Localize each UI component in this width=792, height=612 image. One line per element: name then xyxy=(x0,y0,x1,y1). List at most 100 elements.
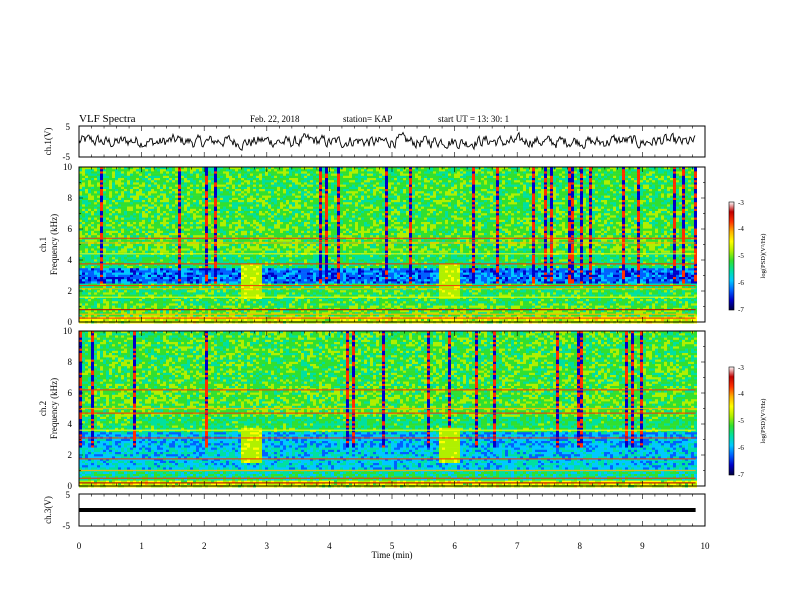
spectrogram-cell xyxy=(133,224,136,227)
spectrogram-cell xyxy=(220,306,223,309)
spectrogram-cell xyxy=(124,257,127,260)
spectrogram-cell xyxy=(121,180,124,183)
spectrogram-cell xyxy=(265,218,268,221)
spectrogram-cell xyxy=(154,231,157,234)
spectrogram-cell xyxy=(181,220,184,223)
spectrogram-cell xyxy=(124,220,127,223)
spectrogram-cell xyxy=(211,251,214,254)
spectrogram-cell xyxy=(82,275,85,278)
spectrogram-cell xyxy=(175,229,178,232)
spectrogram-cell xyxy=(244,171,247,174)
spectrogram-cell xyxy=(88,220,91,223)
spectrogram-cell xyxy=(181,204,184,207)
spectrogram-cell xyxy=(130,189,133,192)
spectrogram-cell xyxy=(106,220,109,223)
spectrogram-cell xyxy=(262,209,265,212)
spectrogram-cell xyxy=(226,213,229,216)
spectrogram-cell xyxy=(166,259,169,262)
spectrogram-cell xyxy=(202,169,205,172)
spectrogram-cell xyxy=(148,301,151,304)
spectrogram-cell xyxy=(214,176,217,179)
spectrogram-cell xyxy=(190,180,193,183)
spectrogram-cell xyxy=(91,248,94,251)
spectrogram-cell xyxy=(100,169,103,172)
spectrogram-cell xyxy=(232,174,235,177)
spectrogram-cell xyxy=(109,281,112,284)
spectrogram-cell xyxy=(277,248,280,251)
spectrogram-cell xyxy=(193,169,196,172)
spectrogram-cell xyxy=(244,215,247,218)
spectrogram-cell xyxy=(85,268,88,271)
spectrogram-cell xyxy=(85,218,88,221)
spectrogram-cell xyxy=(160,259,163,262)
spectrogram-cell xyxy=(133,244,136,247)
spectrogram-cell xyxy=(169,174,172,177)
spectrogram-cell xyxy=(193,215,196,218)
spectrogram-cell xyxy=(85,257,88,260)
spectrogram-cell xyxy=(97,266,100,269)
spectrogram-cell xyxy=(199,198,202,201)
spectrogram-cell xyxy=(238,266,241,269)
spectrogram-cell xyxy=(238,178,241,181)
spectrogram-cell xyxy=(211,290,214,293)
spectrogram-cell xyxy=(283,178,286,181)
spectrogram-cell xyxy=(163,259,166,262)
spectrogram-cell xyxy=(241,229,244,232)
spectrogram-cell xyxy=(127,266,130,269)
spectrogram-cell xyxy=(241,182,244,185)
spectrogram-cell xyxy=(175,226,178,229)
spectrogram-cell xyxy=(136,207,139,210)
spectrogram-cell xyxy=(151,310,154,313)
spectrogram-cell xyxy=(283,176,286,179)
spectrogram-cell xyxy=(142,301,145,304)
spectrogram-cell xyxy=(118,231,121,234)
spectrogram-cell xyxy=(157,275,160,278)
spectrogram-cell xyxy=(169,281,172,284)
spectrogram-cell xyxy=(103,226,106,229)
spectrogram-cell xyxy=(85,176,88,179)
spectrogram-cell xyxy=(274,174,277,177)
spectrogram-cell xyxy=(124,169,127,172)
spectrogram-cell xyxy=(253,176,256,179)
spectrogram-cell xyxy=(172,279,175,282)
spectrogram-cell xyxy=(145,187,148,190)
spectrogram-cell xyxy=(229,185,232,188)
spectrogram-cell xyxy=(256,319,259,322)
spectrogram-cell xyxy=(184,303,187,306)
spectrogram-cell xyxy=(178,266,181,269)
spectrogram-cell xyxy=(88,198,91,201)
spectrogram-cell xyxy=(181,303,184,306)
spectrogram-cell xyxy=(193,213,196,216)
spectrogram-cell xyxy=(106,255,109,258)
spectrogram-cell xyxy=(250,182,253,185)
spectrogram-cell xyxy=(259,182,262,185)
spectrogram-cell xyxy=(283,277,286,280)
spectrogram-cell xyxy=(226,231,229,234)
spectrogram-cell xyxy=(241,174,244,177)
spectrogram-cell xyxy=(205,257,208,260)
spectrogram-cell xyxy=(223,196,226,199)
spectrogram-cell xyxy=(178,251,181,254)
spectrogram-cell xyxy=(85,202,88,205)
spectrogram-cell xyxy=(265,273,268,276)
spectrogram-cell xyxy=(109,207,112,210)
spectrogram-cell xyxy=(190,229,193,232)
spectrogram-cell xyxy=(208,191,211,194)
spectrogram-cell xyxy=(106,174,109,177)
spectrogram-cell xyxy=(148,215,151,218)
spectrogram-cell xyxy=(283,196,286,199)
spectrogram-cell xyxy=(226,218,229,221)
spectrogram-cell xyxy=(196,281,199,284)
spectrogram-cell xyxy=(175,193,178,196)
spectrogram-cell xyxy=(193,281,196,284)
spectrogram-cell xyxy=(106,233,109,236)
spectrogram-cell xyxy=(109,259,112,262)
spectrogram-cell xyxy=(184,213,187,216)
spectrogram-cell xyxy=(271,174,274,177)
spectrogram-cell xyxy=(214,207,217,210)
spectrogram-cell xyxy=(163,174,166,177)
spectrogram-cell xyxy=(82,273,85,276)
spectrogram-cell xyxy=(160,279,163,282)
spectrogram-cell xyxy=(256,231,259,234)
spectrogram-cell xyxy=(262,240,265,243)
